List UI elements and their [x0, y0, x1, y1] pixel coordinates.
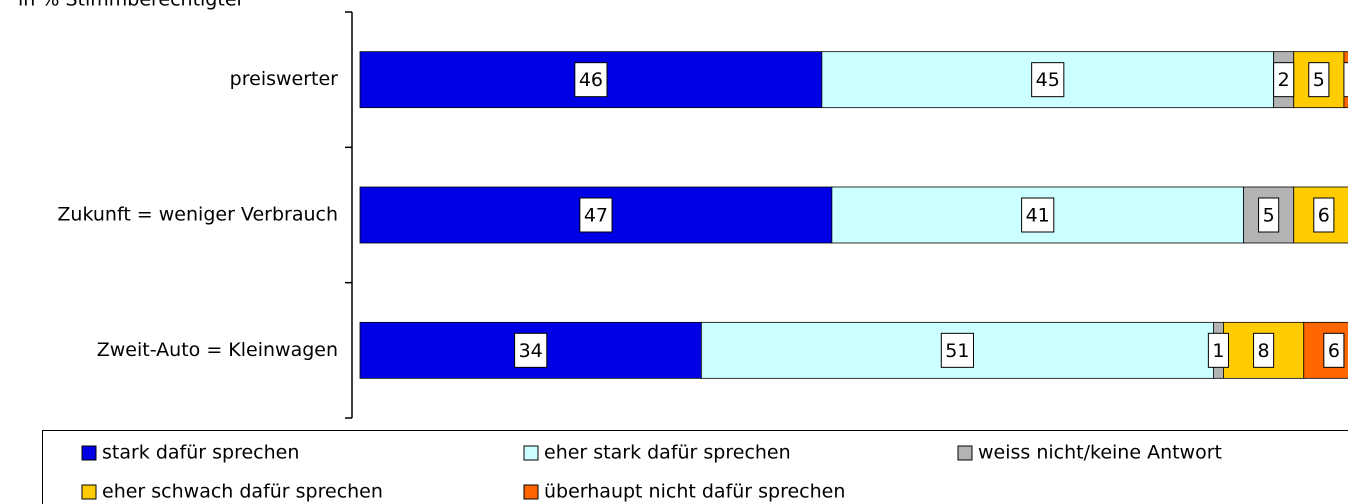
value-label: 5: [1263, 205, 1275, 227]
legend-label: überhaupt nicht dafür sprechen: [544, 481, 845, 503]
value-label-box: [574, 62, 608, 98]
value-label: 6: [1318, 205, 1330, 227]
legend-label: eher schwach dafür sprechen: [102, 481, 383, 503]
value-label-box: [1021, 197, 1055, 233]
value-label: 5: [1313, 69, 1325, 91]
value-label: 51: [945, 340, 969, 362]
legend-box: [42, 430, 1348, 504]
value-label: 47: [584, 205, 608, 227]
legend-swatch: [957, 445, 973, 461]
legend-label: stark dafür sprechen: [102, 442, 299, 464]
value-label: 2: [1278, 69, 1290, 91]
value-label-box: [1313, 197, 1335, 233]
value-label-box: [1253, 332, 1275, 368]
value-label-box: [514, 332, 548, 368]
value-label: 34: [519, 340, 543, 362]
value-label-box: [940, 332, 974, 368]
legend-label: eher stark dafür sprechen: [544, 442, 791, 464]
legend-label: weiss nicht/keine Antwort: [978, 442, 1222, 464]
category-label: Zukunft = weniger Verbrauch: [57, 204, 338, 226]
legend-swatch: [81, 484, 97, 500]
value-label: 45: [1036, 69, 1060, 91]
value-label-box: [1323, 332, 1345, 368]
value-label-box: [1258, 197, 1280, 233]
value-label-box: [1343, 62, 1348, 98]
value-label: 8: [1258, 340, 1270, 362]
category-label: preiswerter: [230, 68, 339, 90]
axis-label: in % Stimmberechtigter: [18, 0, 245, 11]
value-label: 1: [1212, 340, 1224, 362]
value-label-box: [1308, 62, 1330, 98]
value-label-box: [1273, 62, 1295, 98]
value-label: 41: [1026, 205, 1050, 227]
value-label-box: [1207, 332, 1229, 368]
value-label-box: [1031, 62, 1065, 98]
legend-swatch: [81, 445, 97, 461]
value-label: 46: [579, 69, 603, 91]
category-label: Zweit-Auto = Kleinwagen: [97, 339, 338, 361]
value-label-box: [579, 197, 613, 233]
legend-swatch: [523, 445, 539, 461]
value-label: 6: [1328, 340, 1340, 362]
legend-swatch: [523, 484, 539, 500]
